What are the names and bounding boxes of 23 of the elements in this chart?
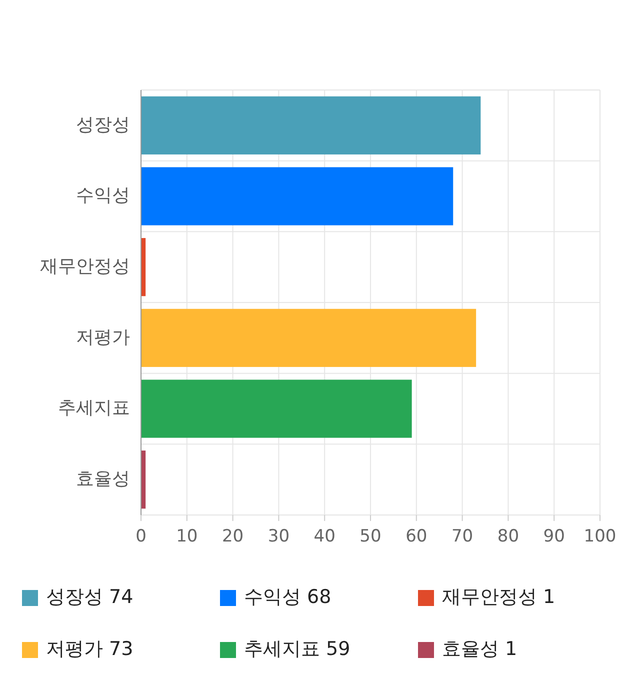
y-tick-label: 추세지표 (58, 398, 130, 419)
x-tick-label: 30 (268, 526, 290, 547)
x-tick-label: 70 (451, 526, 474, 547)
legend-label: 저평가 73 (46, 638, 134, 660)
y-tick-label: 저평가 (76, 326, 130, 348)
x-tick-label: 60 (406, 526, 428, 547)
x-tick-label: 20 (222, 526, 244, 547)
x-tick-label: 100 (584, 526, 616, 547)
x-tick-label: 50 (360, 526, 382, 547)
legend-label: 성장성 74 (46, 586, 134, 608)
x-tick-label: 80 (497, 526, 520, 547)
x-tick-label: 90 (543, 526, 565, 547)
y-tick-label: 재무안정성 (40, 256, 130, 278)
y-tick-label: 효율성 (76, 468, 130, 490)
x-tick-label: 40 (314, 526, 336, 547)
y-tick-label: 성장성 (76, 114, 130, 136)
x-tick-label: 0 (136, 526, 146, 547)
y-tick-label: 수익성 (76, 185, 130, 206)
legend-label: 재무안정성 1 (442, 586, 556, 608)
legend-label: 수익성 68 (244, 586, 332, 608)
x-tick-label: 10 (176, 526, 198, 547)
legend-label: 효율성 1 (442, 638, 518, 660)
legend-label: 추세지표 59 (244, 638, 350, 660)
